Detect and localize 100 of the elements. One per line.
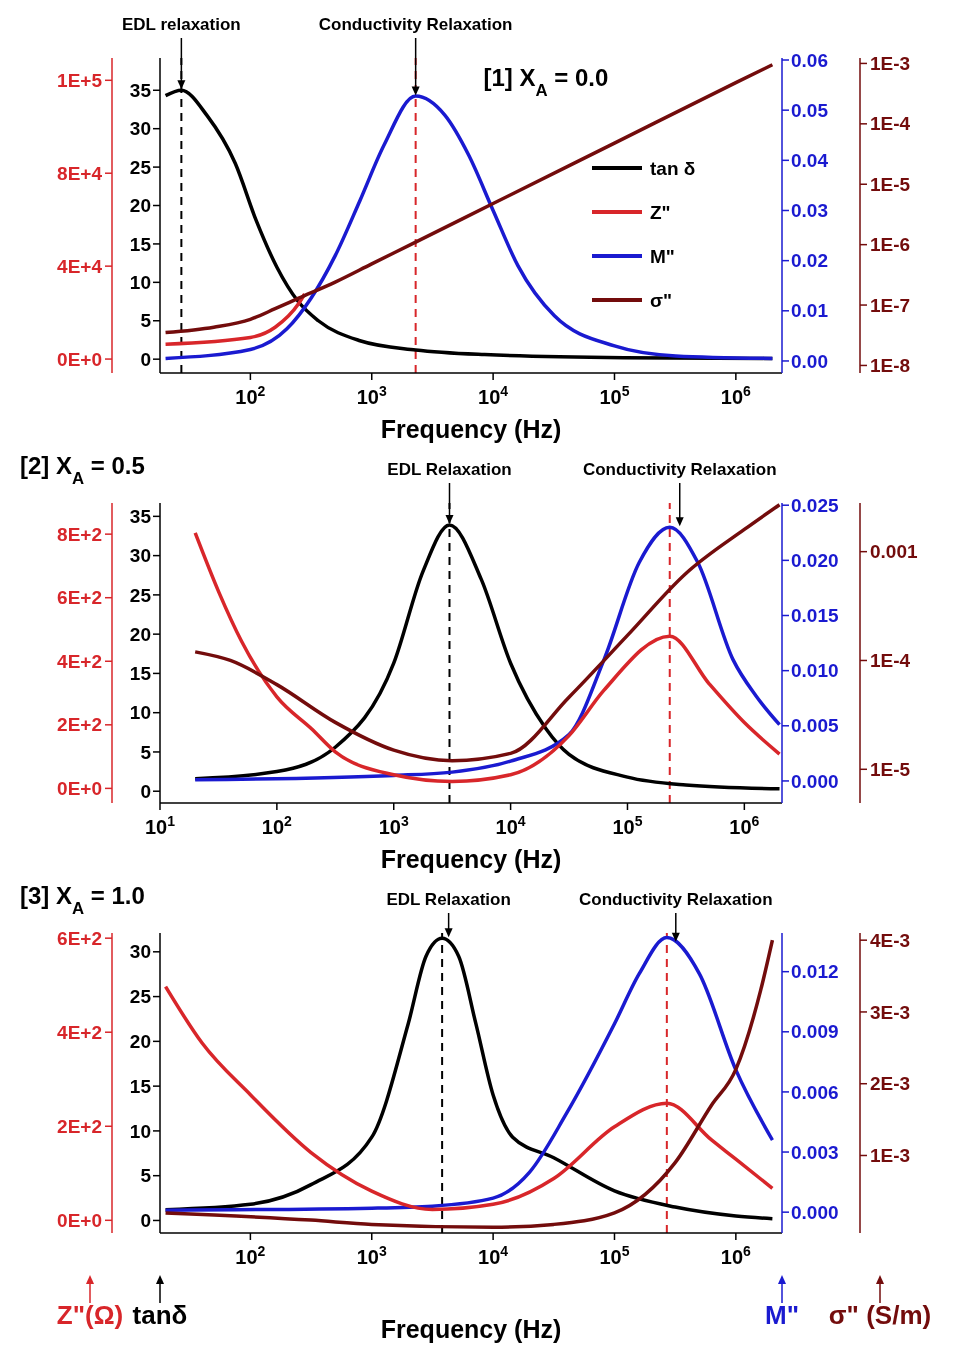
y2-tick-label: 0.009: [791, 1021, 839, 1043]
chart-title: [1] X$_{A}$ = 0.0: [483, 64, 609, 100]
legend-label: M": [650, 245, 675, 267]
y2-tick-label: 0.003: [791, 1141, 839, 1163]
y2-axis-title: Z"(Ω): [56, 1300, 124, 1330]
y-tick-label: 35: [129, 506, 152, 527]
x-tick-label: 10$^{3}$: [356, 383, 387, 408]
annotation: EDL relaxation: [122, 15, 241, 34]
y-tick-label: 10: [129, 271, 151, 293]
x-tick-label: 10$^{5}$: [599, 1243, 630, 1268]
y-tick-label: 5: [140, 310, 152, 332]
y-tick-label: 35: [129, 79, 152, 101]
y-tick-label: 1E-3: [870, 53, 911, 75]
x-tick-label: 10$^{2}$: [261, 813, 293, 838]
y2-tick-label: 4E+4: [57, 255, 103, 277]
y-tick-label: 20: [129, 623, 151, 645]
y2-tick-label: 0E+0: [57, 1209, 102, 1231]
y2-tick-label: 0.01: [791, 300, 829, 322]
annotation: EDL Relaxation: [386, 890, 511, 909]
x-tick-label: 10$^{2}$: [235, 1243, 266, 1268]
y2-tick-label: 0.025: [791, 494, 839, 516]
y-tick-label: 25: [129, 156, 152, 178]
x-axis-title: Frequency (Hz): [380, 845, 562, 873]
x-tick-label: 10$^{6}$: [720, 1243, 752, 1268]
y-tick-label: 10: [129, 702, 151, 724]
x-tick-label: 10$^{2}$: [235, 383, 266, 408]
y-tick-label: 1E-4: [870, 650, 911, 672]
y2-tick-label: 0.03: [791, 200, 828, 222]
y2-axis-title: M": [765, 1300, 799, 1330]
y2-tick-label: 0.02: [791, 250, 828, 272]
y-tick-label: 1E-5: [870, 173, 911, 195]
chart-title: [3] X$_{A}$ = 1.0: [20, 882, 145, 918]
y-tick-label: 25: [129, 584, 152, 606]
y-tick-label: 0: [140, 1210, 151, 1232]
y-tick-label: 5: [140, 1165, 152, 1187]
y-tick-label: 30: [129, 941, 151, 963]
y2-tick-label: 0E+0: [57, 348, 102, 370]
y2-tick-label: 1E+5: [57, 69, 103, 91]
x-tick-label: 10$^{3}$: [378, 813, 409, 838]
y2-tick-label: 0.05: [791, 99, 829, 121]
y-tick-label: 1E-3: [870, 1145, 911, 1167]
y2-tick-label: 4E+2: [57, 650, 102, 672]
y2-tick-label: 6E+2: [57, 927, 102, 949]
y-axis-title: tanδ: [132, 1300, 188, 1330]
y2-tick-label: 0E+0: [57, 778, 102, 800]
x-tick-label: 10$^{6}$: [720, 383, 752, 408]
y2-tick-label: 8E+2: [57, 523, 102, 545]
legend-label: tan δ: [650, 157, 696, 179]
y-tick-label: 30: [129, 545, 151, 567]
y2-tick-label: 4E+2: [57, 1021, 102, 1043]
chart-title: [2] X$_{A}$ = 0.5: [20, 452, 145, 488]
y2-tick-label: 8E+4: [57, 162, 103, 184]
x-tick-label: 10$^{4}$: [478, 383, 509, 408]
y2-tick-label: 0.012: [791, 961, 839, 983]
y2-tick-label: 0.00: [791, 350, 828, 372]
y-tick-label: 15: [129, 663, 152, 685]
y2-tick-label: 0.020: [791, 550, 839, 571]
x-tick-label: 10$^{5}$: [599, 383, 630, 408]
y2-tick-label: 0.04: [791, 149, 829, 171]
x-tick-label: 10$^{5}$: [612, 813, 643, 838]
annotation: Conductivity Relaxation: [318, 15, 513, 34]
y-tick-label: 1E-5: [870, 758, 911, 780]
y2-tick-label: 0.06: [791, 49, 828, 71]
legend-label: Z": [650, 201, 671, 223]
x-tick-label: 10$^{4}$: [478, 1243, 509, 1268]
y-tick-label: 30: [129, 118, 151, 140]
annotation: EDL Relaxation: [387, 460, 512, 479]
y-tick-label: 0: [140, 780, 151, 802]
y-tick-label: 20: [129, 1031, 151, 1053]
y-tick-label: 10: [129, 1120, 151, 1142]
y-tick-label: 0: [140, 348, 151, 370]
y-tick-label: 15: [129, 233, 152, 255]
y-tick-label: 4E-3: [870, 929, 911, 951]
y2-tick-label: 0.000: [791, 1201, 839, 1223]
y-tick-label: 25: [129, 986, 152, 1008]
legend-label: σ": [650, 289, 673, 311]
x-tick-label: 10$^{1}$: [144, 813, 176, 838]
y-tick-label: 1E-8: [870, 355, 911, 377]
x-tick-label: 10$^{3}$: [356, 1243, 387, 1268]
annotation: Conductivity Relaxation: [578, 890, 773, 909]
y-tick-label: 5: [140, 741, 152, 763]
y-axis-title: σ" (S/m): [828, 1300, 932, 1330]
x-tick-label: 10$^{6}$: [729, 813, 760, 838]
y2-tick-label: 2E+2: [57, 714, 102, 736]
y-tick-label: 20: [129, 195, 151, 217]
y2-tick-label: 0.000: [791, 770, 839, 792]
y-tick-label: 1E-4: [870, 113, 911, 135]
y2-tick-label: 6E+2: [57, 587, 102, 609]
y-tick-label: 2E-3: [870, 1073, 911, 1095]
y-tick-label: 1E-6: [870, 234, 911, 256]
y2-tick-label: 0.006: [791, 1081, 839, 1103]
x-axis-title: Frequency (Hz): [380, 1315, 562, 1343]
y-tick-label: 3E-3: [870, 1001, 911, 1023]
y2-tick-label: 2E+2: [57, 1115, 102, 1137]
y2-tick-label: 0.005: [791, 715, 839, 737]
y-tick-label: 0.001: [870, 541, 918, 563]
y2-tick-label: 0.010: [791, 660, 839, 682]
annotation: Conductivity Relaxation: [582, 460, 777, 479]
y-tick-label: 15: [129, 1075, 152, 1097]
y2-tick-label: 0.015: [791, 605, 839, 627]
